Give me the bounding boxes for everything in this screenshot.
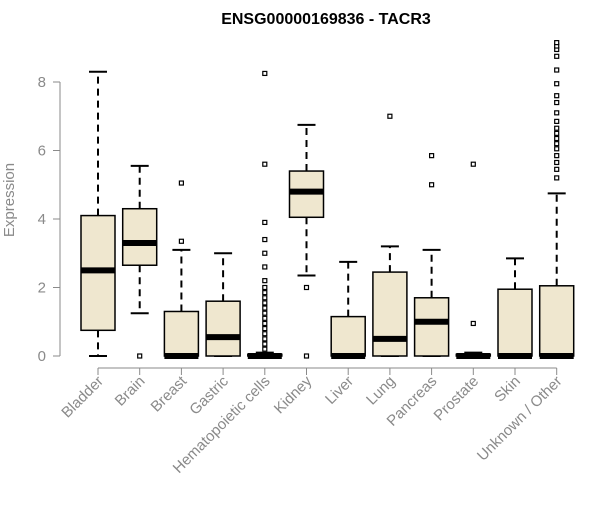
outlier-point <box>554 93 560 99</box>
outlier-point <box>554 110 560 116</box>
outlier-point <box>554 135 560 142</box>
y-tick-label: 6 <box>38 143 46 160</box>
box-iqr <box>205 300 241 357</box>
outlier-point <box>262 295 268 301</box>
outlier-point <box>262 219 268 226</box>
box-iqr <box>121 207 158 266</box>
x-tick-label: Liver <box>322 373 357 408</box>
outlier-point <box>429 153 435 159</box>
box-lung <box>372 113 408 357</box>
outlier-point <box>137 353 143 359</box>
box-hematopoietic-cells <box>247 70 283 359</box>
box-skin <box>497 257 533 359</box>
outlier-point <box>554 118 560 124</box>
outlier-point <box>262 290 268 296</box>
outlier-point <box>387 113 393 119</box>
x-tick-label: Skin <box>491 373 524 406</box>
x-tick-label: Kidney <box>271 372 316 417</box>
y-tick-label: 2 <box>38 280 46 297</box>
outlier-point <box>554 166 560 172</box>
box-iqr <box>413 297 450 357</box>
y-axis: 0 2 4 6 8 <box>38 74 61 365</box>
box-pancreas <box>413 153 450 357</box>
outlier-point <box>554 99 560 106</box>
outlier-point <box>262 250 268 256</box>
outlier-point <box>262 305 268 311</box>
box-liver <box>330 260 366 359</box>
outlier-point <box>262 236 268 243</box>
outlier-point <box>554 141 560 147</box>
box-bladder <box>80 70 116 357</box>
outlier-point <box>554 175 560 181</box>
box-iqr <box>163 310 200 357</box>
outlier-point <box>262 346 268 352</box>
y-tick-label: 4 <box>38 211 46 228</box>
box-gastric <box>205 252 241 357</box>
outlier-point <box>554 130 560 136</box>
box-iqr <box>330 315 366 357</box>
outlier-point <box>262 278 268 284</box>
outlier-point <box>554 81 560 87</box>
x-tick-label: Prostate <box>431 373 483 425</box>
outlier-point <box>262 310 268 316</box>
outlier-point <box>554 67 560 73</box>
outlier-point <box>303 284 310 291</box>
box-iqr <box>538 285 575 357</box>
outlier-point <box>262 336 268 342</box>
box-iqr <box>497 288 533 357</box>
outlier-point <box>429 182 435 188</box>
outlier-point <box>554 53 560 59</box>
x-tick-label: Brain <box>112 373 149 410</box>
outlier-point <box>303 353 310 359</box>
box-brain <box>121 164 158 359</box>
box-series <box>80 40 575 359</box>
x-tick-label: Bladder <box>58 373 107 422</box>
outlier-point <box>262 161 268 167</box>
outlier-point <box>554 153 560 159</box>
x-tick-label: Lung <box>363 373 399 409</box>
outlier-point <box>262 331 268 337</box>
outlier-point <box>262 341 268 347</box>
outlier-point <box>470 161 476 167</box>
y-axis-title: Expression <box>1 163 18 237</box>
outlier-point <box>262 70 268 77</box>
y-tick-label: 0 <box>38 348 46 365</box>
box-prostate <box>455 161 492 359</box>
outlier-point <box>554 146 560 152</box>
outlier-point <box>262 326 268 332</box>
outlier-point <box>554 159 560 166</box>
outlier-point <box>178 238 184 244</box>
y-tick-label: 8 <box>38 74 46 91</box>
outlier-point <box>262 320 268 327</box>
box-iqr <box>372 271 408 357</box>
outlier-point <box>262 284 268 291</box>
box-kidney <box>288 123 325 359</box>
chart-title: ENSG00000169836 - TACR3 <box>221 11 431 28</box>
outlier-point <box>554 40 560 46</box>
box-unknown-other <box>538 40 575 359</box>
outlier-point <box>178 180 184 186</box>
x-tick-label: Breast <box>148 372 191 415</box>
outlier-point <box>554 125 560 131</box>
box-breast <box>163 180 200 359</box>
outlier-point <box>262 315 268 321</box>
outlier-point <box>262 264 268 270</box>
outlier-point <box>470 320 476 327</box>
outlier-point <box>262 300 268 306</box>
